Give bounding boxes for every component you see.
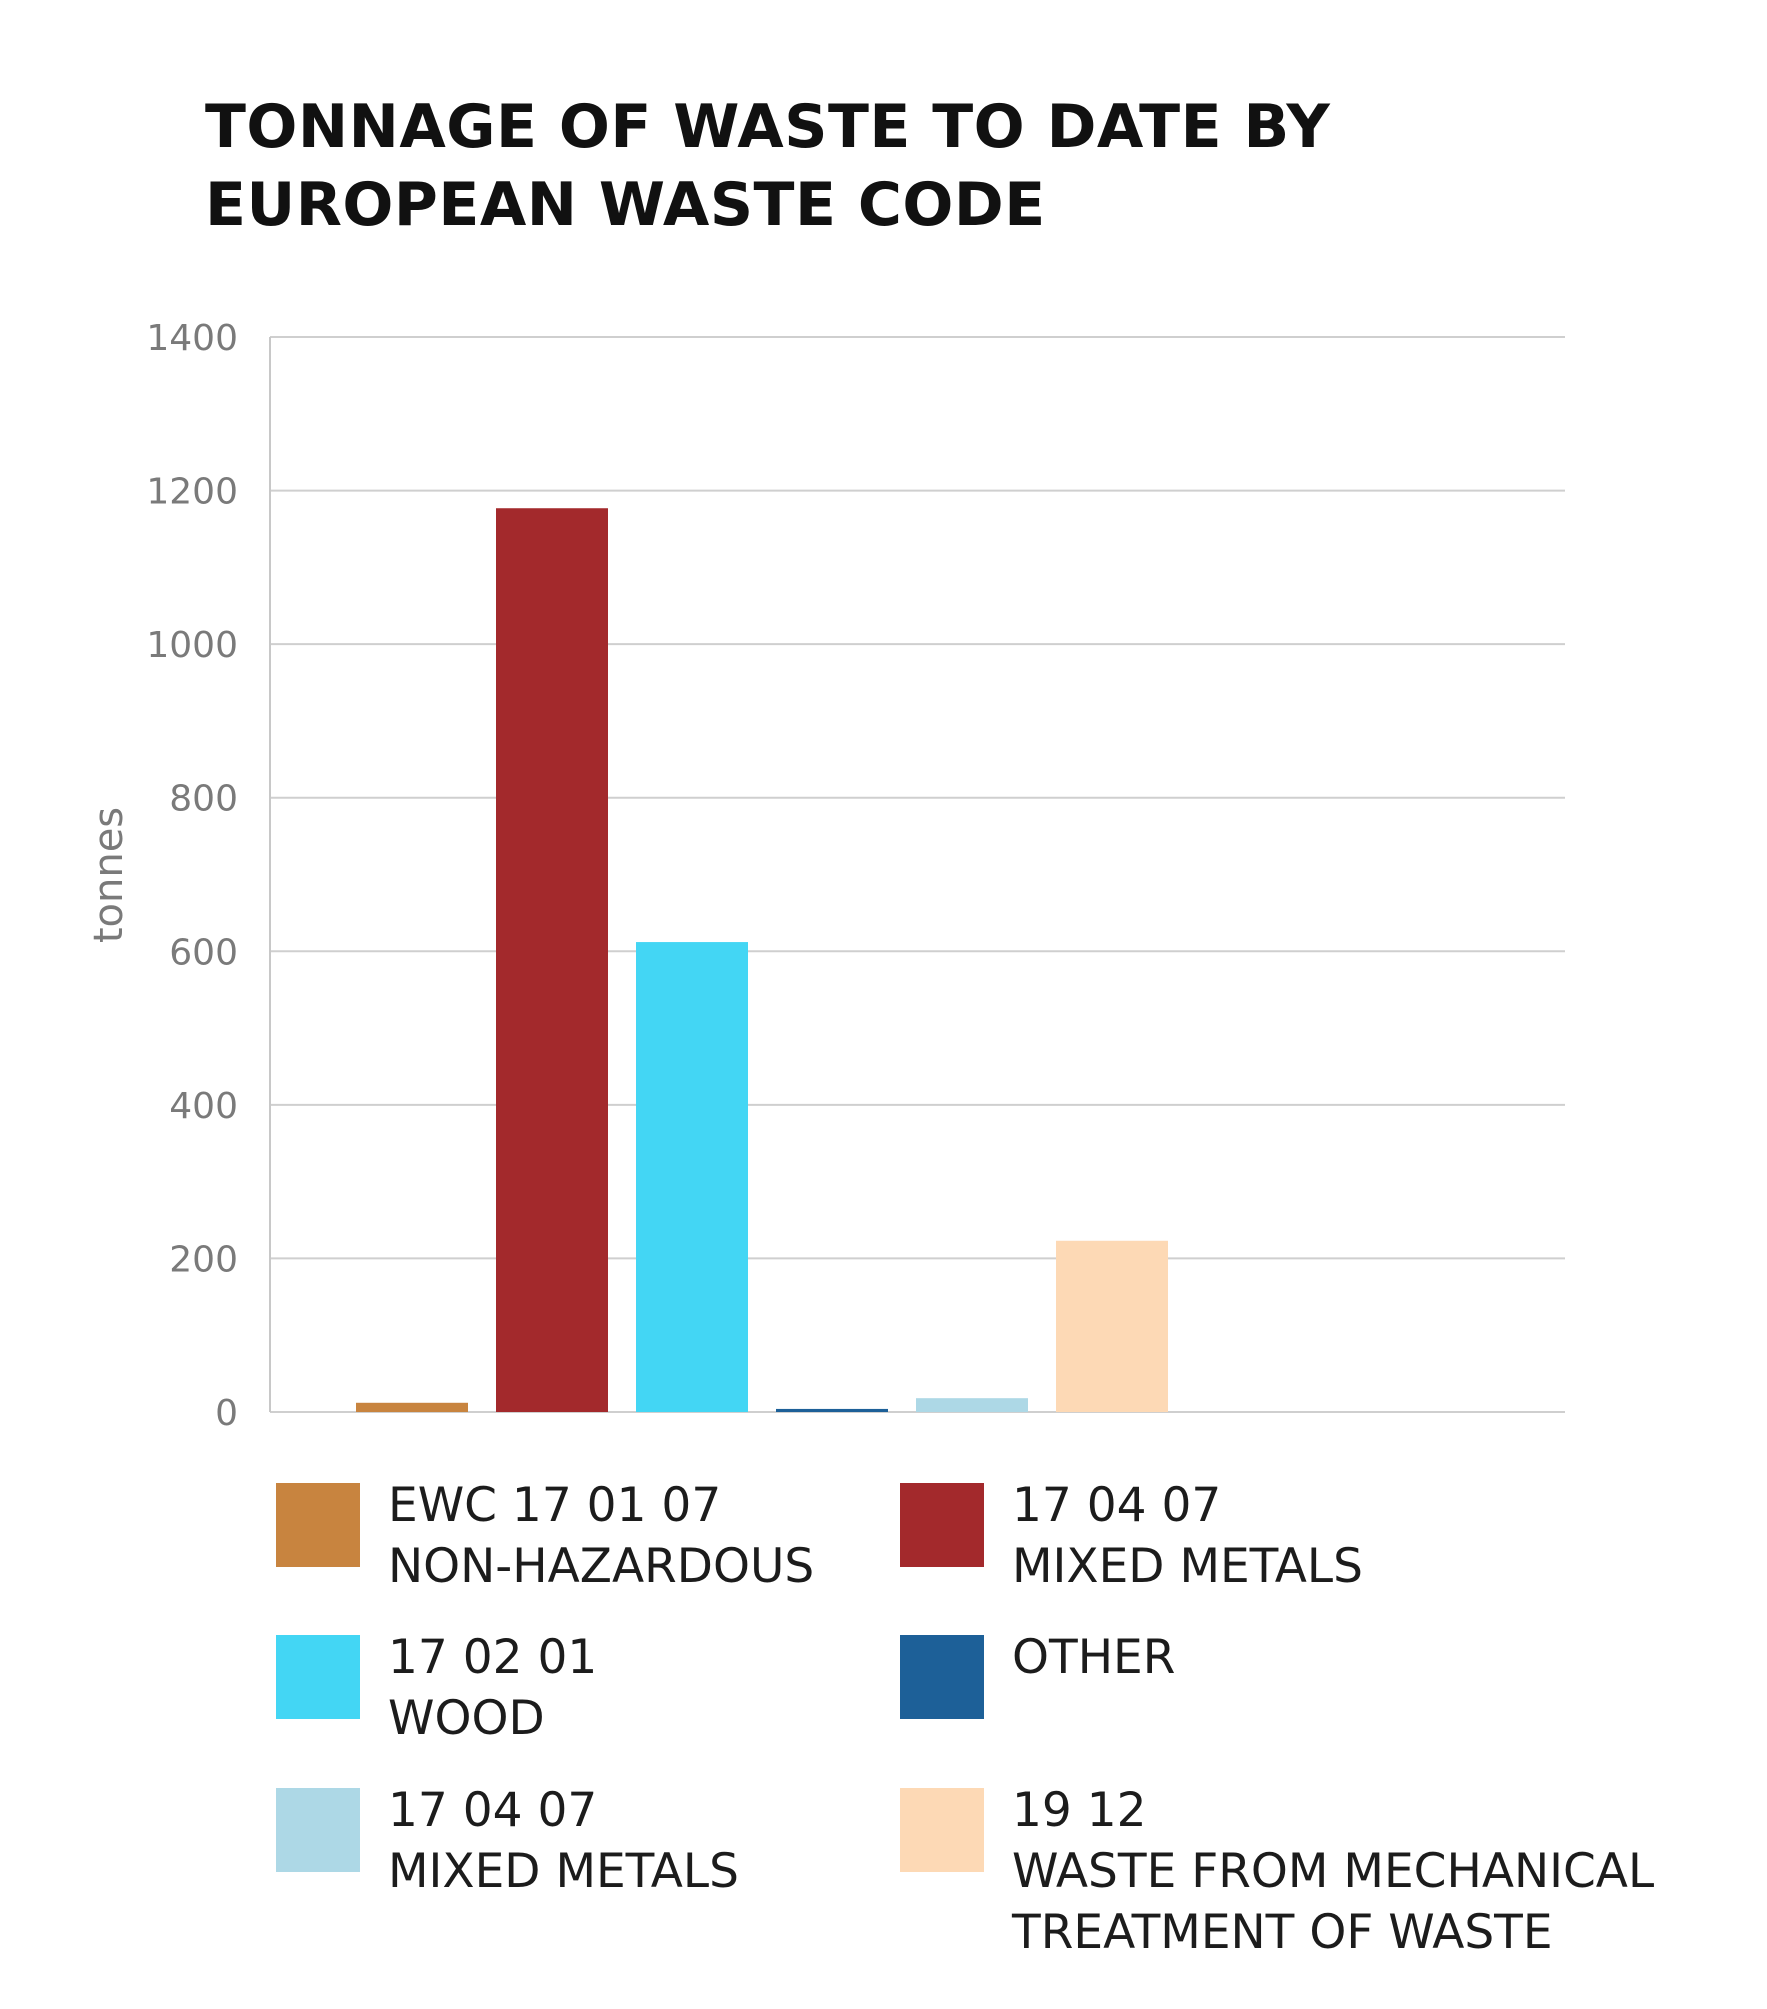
legend-swatch (276, 1483, 360, 1567)
legend-label-line: 17 04 07 (388, 1783, 598, 1838)
legend-swatch (900, 1635, 984, 1719)
legend-label-line: 17 02 01 (388, 1630, 598, 1685)
bar-chart: 0 200 400 600 800 1000 1200 1400 tonnes (86, 318, 1565, 1434)
legend-swatch (276, 1788, 360, 1872)
legend-label-line: WOOD (388, 1691, 545, 1746)
bar (496, 508, 608, 1412)
chart-title-line-1: TONNAGE OF WASTE TO DATE BY (205, 92, 1331, 162)
bar (636, 942, 748, 1412)
legend-swatch (900, 1483, 984, 1567)
legend-item: 19 12 WASTE FROM MECHANICAL TREATMENT OF W… (900, 1780, 1654, 1963)
bar (1056, 1240, 1168, 1412)
legend-label-line: MIXED METALS (388, 1844, 739, 1899)
legend-item: EWC 17 01 07 NON-HAZARDOUS (276, 1475, 814, 1597)
y-tick-label: 1200 (146, 472, 238, 513)
legend-item: OTHER (900, 1627, 1175, 1719)
legend-swatch (900, 1788, 984, 1872)
legend-label-line: TREATMENT OF WASTE (1012, 1905, 1553, 1960)
legend-label: EWC 17 01 07 NON-HAZARDOUS (388, 1475, 814, 1597)
y-tick-label: 400 (169, 1086, 238, 1127)
chart-title: TONNAGE OF WASTE TO DATE BY EUROPEAN WAS… (205, 88, 1505, 244)
legend-label: OTHER (1012, 1627, 1175, 1688)
bars (356, 508, 1168, 1412)
y-tick-label: 600 (169, 932, 238, 973)
legend-label-line: OTHER (1012, 1630, 1176, 1685)
y-tick-label: 800 (169, 779, 238, 820)
legend-item: 17 02 01 WOOD (276, 1627, 597, 1749)
legend-label-line: MIXED METALS (1012, 1539, 1363, 1594)
bar (916, 1398, 1028, 1412)
bar (356, 1402, 468, 1412)
y-tick-label: 200 (169, 1239, 238, 1280)
y-tick-label: 0 (215, 1393, 238, 1434)
legend-label-line: NON-HAZARDOUS (388, 1539, 815, 1594)
gridlines (270, 336, 1565, 1413)
legend-label-line: 17 04 07 (1012, 1478, 1222, 1533)
legend-label: 17 02 01 WOOD (388, 1627, 597, 1749)
bar (776, 1408, 888, 1412)
legend-item: 17 04 07 MIXED METALS (900, 1475, 1363, 1597)
chart-title-line-2: EUROPEAN WASTE CODE (205, 170, 1046, 240)
y-tick-label: 1400 (146, 318, 238, 359)
y-axis-tick-labels: 0 200 400 600 800 1000 1200 1400 (146, 318, 238, 1434)
legend-label: 19 12 WASTE FROM MECHANICAL TREATMENT OF W… (1012, 1780, 1654, 1963)
legend-swatch (276, 1635, 360, 1719)
legend-item: 17 04 07 MIXED METALS (276, 1780, 739, 1902)
legend-label-line: WASTE FROM MECHANICAL (1012, 1844, 1655, 1899)
legend-label-line: EWC 17 01 07 (388, 1478, 722, 1533)
y-axis-label: tonnes (86, 807, 132, 943)
legend-label: 17 04 07 MIXED METALS (388, 1780, 739, 1902)
legend-label-line: 19 12 (1012, 1783, 1147, 1838)
legend-label: 17 04 07 MIXED METALS (1012, 1475, 1363, 1597)
y-tick-label: 1000 (146, 625, 238, 666)
